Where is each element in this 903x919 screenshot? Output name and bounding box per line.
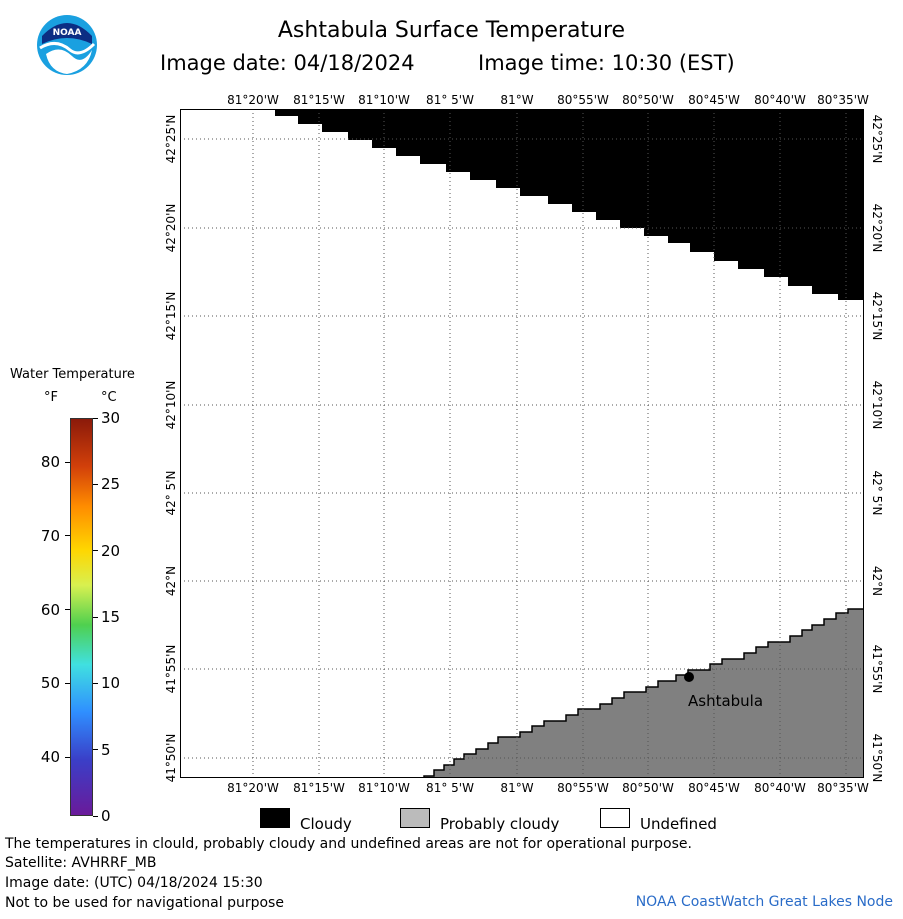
- lat-tick-right: 42°15'N: [870, 291, 884, 341]
- image-date: Image date: 04/18/2024: [160, 51, 415, 75]
- f-scale-tick: [65, 756, 70, 758]
- temperature-map: Ashtabula: [180, 109, 864, 778]
- legend-title: Water Temperature: [10, 367, 135, 382]
- key-undefined-swatch: [600, 808, 630, 828]
- fahrenheit-label: 50: [40, 674, 60, 693]
- celsius-label: 25: [101, 475, 121, 494]
- city-label: Ashtabula: [688, 692, 763, 710]
- lon-tick-top: 80°35'W: [817, 93, 869, 107]
- c-scale-tick: [93, 483, 98, 485]
- lon-tick-top: 81°20'W: [227, 93, 279, 107]
- image-time: Image time: 10:30 (EST): [478, 51, 735, 75]
- lon-tick-top: 80°55'W: [557, 93, 609, 107]
- lon-tick-top: 80°45'W: [688, 93, 740, 107]
- f-scale-tick: [65, 609, 70, 611]
- lat-tick-left: 41°55'N: [164, 644, 178, 694]
- land-area: [424, 609, 864, 778]
- lat-tick-right: 42°25'N: [870, 114, 884, 164]
- lon-tick-top: 80°40'W: [754, 93, 806, 107]
- key-cloudy-label: Cloudy: [300, 815, 352, 833]
- celsius-label: 15: [101, 608, 121, 626]
- celsius-label: 5: [101, 740, 111, 759]
- f-scale-tick: [65, 535, 70, 537]
- lat-tick-right: 41°55'N: [870, 644, 884, 694]
- ashtabula-marker: [684, 672, 694, 682]
- cloud-area: [275, 109, 864, 300]
- lat-tick-left: 42°15'N: [164, 291, 178, 341]
- celsius-label: 30: [101, 409, 121, 427]
- lon-tick-bottom: 80°35'W: [817, 781, 869, 795]
- key-undefined-label: Undefined: [640, 815, 717, 833]
- lat-tick-right: 42°N: [870, 565, 884, 597]
- lon-tick-top: 81° 5'W: [426, 93, 474, 107]
- shoreline: [423, 608, 864, 778]
- page-title: Ashtabula Surface Temperature: [277, 18, 626, 43]
- map-frame: [180, 109, 864, 778]
- fahrenheit-label: 70: [40, 526, 60, 545]
- lat-tick-right: 42°10'N: [870, 380, 884, 430]
- node-credit: NOAA CoastWatch Great Lakes Node: [635, 894, 893, 910]
- lon-tick-top: 81°15'W: [293, 93, 345, 107]
- lat-tick-left: 42° 5'N: [164, 470, 178, 516]
- f-scale-tick: [65, 461, 70, 463]
- unit-celsius: °C: [101, 390, 117, 405]
- lon-tick-top: 80°50'W: [622, 93, 674, 107]
- noaa-logo: NOAA: [37, 15, 97, 75]
- lon-tick-top: 81°W: [500, 93, 534, 107]
- celsius-label: 0: [101, 807, 111, 825]
- lon-tick-bottom: 80°55'W: [557, 781, 609, 795]
- key-probably-cloudy-swatch: [400, 808, 430, 828]
- lat-tick-left: 42°20'N: [164, 203, 178, 253]
- satellite-text: Satellite: AVHRRF_MB: [5, 855, 157, 871]
- key-probably-cloudy-label: Probably cloudy: [440, 815, 560, 833]
- lat-tick-right: 41°50'N: [870, 733, 884, 783]
- lat-tick-left: 42°10'N: [164, 380, 178, 430]
- lon-tick-bottom: 80°50'W: [622, 781, 674, 795]
- key-cloudy-swatch: [260, 808, 290, 828]
- lon-tick-bottom: 81°10'W: [358, 781, 410, 795]
- lat-tick-right: 42°20'N: [870, 203, 884, 253]
- fahrenheit-label: 40: [40, 748, 60, 767]
- lon-tick-top: 81°10'W: [358, 93, 410, 107]
- lon-tick-bottom: 81° 5'W: [426, 781, 474, 795]
- lat-tick-left: 41°50'N: [164, 733, 178, 783]
- temperature-color-bar: [70, 418, 93, 816]
- lon-tick-bottom: 81°20'W: [227, 781, 279, 795]
- c-scale-tick: [93, 417, 98, 419]
- disclaimer-text: The temperatures in clould, probably clo…: [5, 836, 692, 852]
- lon-tick-bottom: 80°40'W: [754, 781, 806, 795]
- lat-tick-right: 42° 5'N: [870, 470, 884, 516]
- lon-tick-bottom: 81°W: [500, 781, 534, 795]
- fahrenheit-label: 80: [40, 453, 60, 472]
- c-scale-tick: [93, 749, 98, 751]
- lat-tick-left: 42°N: [164, 565, 178, 597]
- c-scale-tick: [93, 550, 98, 552]
- c-scale-tick: [93, 682, 98, 684]
- celsius-label: 20: [101, 541, 121, 560]
- celsius-label: 10: [101, 674, 121, 693]
- c-scale-tick: [93, 616, 98, 618]
- utc-date-text: Image date: (UTC) 04/18/2024 15:30: [5, 875, 263, 891]
- lon-tick-bottom: 81°15'W: [293, 781, 345, 795]
- fahrenheit-label: 60: [40, 600, 60, 619]
- nav-warning-text: Not to be used for navigational purpose: [5, 895, 284, 911]
- lon-tick-bottom: 80°45'W: [688, 781, 740, 795]
- lat-tick-left: 42°25'N: [164, 114, 178, 164]
- noaa-logo-text: NOAA: [53, 28, 82, 38]
- c-scale-tick: [93, 815, 98, 817]
- unit-fahrenheit: °F: [44, 390, 58, 405]
- f-scale-tick: [65, 682, 70, 684]
